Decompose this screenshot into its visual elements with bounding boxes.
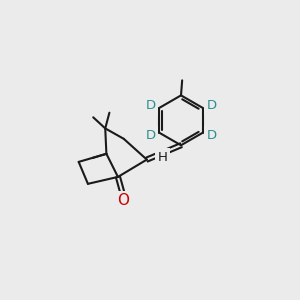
Text: D: D (206, 99, 217, 112)
Text: D: D (206, 129, 217, 142)
Text: D: D (146, 99, 156, 112)
Text: H: H (158, 151, 167, 164)
Text: O: O (117, 193, 129, 208)
Text: D: D (146, 129, 156, 142)
